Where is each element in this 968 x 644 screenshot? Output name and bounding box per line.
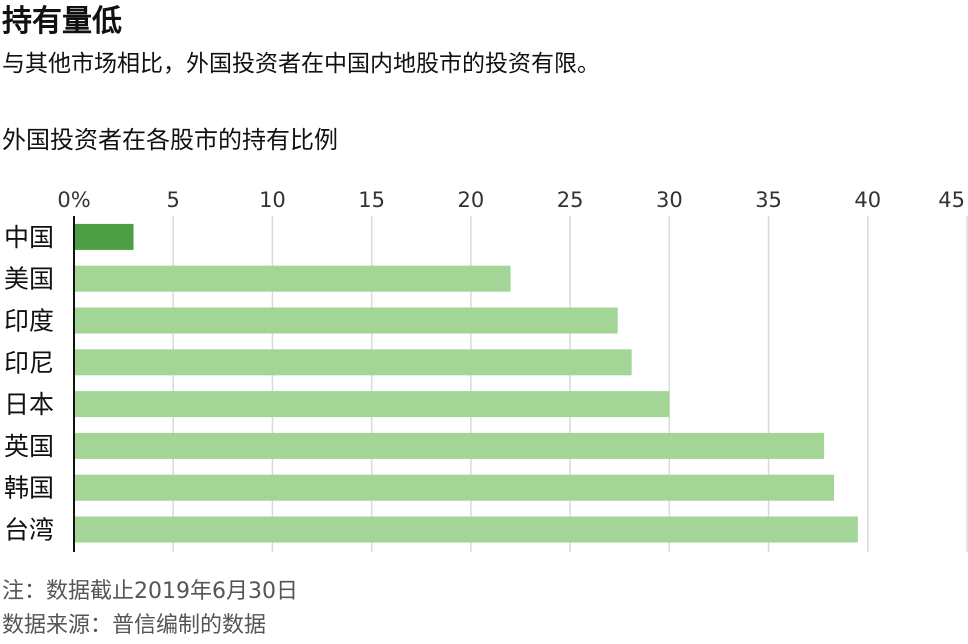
- category-label: 中国: [4, 223, 54, 252]
- x-tick-label: 15: [358, 188, 385, 212]
- bar: [75, 432, 825, 459]
- category-label: 美国: [4, 265, 54, 294]
- category-label: 英国: [4, 432, 54, 461]
- chart-note: 注：数据截止2019年6月30日: [2, 579, 298, 604]
- chart-source: 数据来源：普信编制的数据: [2, 613, 267, 638]
- bar: [75, 474, 835, 501]
- x-tick-label: 10: [259, 188, 286, 212]
- page-title: 持有量低: [2, 4, 122, 39]
- x-tick-label: 5: [167, 188, 180, 212]
- bar: [75, 349, 632, 376]
- bar: [75, 516, 858, 543]
- x-tick-label: 40: [854, 188, 881, 212]
- category-label: 印尼: [4, 348, 54, 377]
- bar: [75, 223, 134, 250]
- bar: [75, 307, 618, 334]
- category-label: 印度: [4, 307, 54, 336]
- x-tick-label: 35: [755, 188, 782, 212]
- x-tick-label: 20: [458, 188, 485, 212]
- x-tick-label: 45: [938, 188, 965, 212]
- chart-title: 外国投资者在各股市的持有比例: [2, 126, 338, 154]
- category-label: 日本: [4, 390, 54, 419]
- category-label: 台湾: [4, 516, 54, 545]
- x-tick-label: 25: [557, 188, 584, 212]
- page-subtitle: 与其他市场相比，外国投资者在中国内地股市的投资有限。: [2, 51, 600, 77]
- x-tick-label: 0%: [57, 188, 90, 212]
- bar: [75, 391, 670, 418]
- category-label: 韩国: [4, 474, 54, 503]
- x-tick-label: 30: [656, 188, 683, 212]
- bar: [75, 265, 511, 292]
